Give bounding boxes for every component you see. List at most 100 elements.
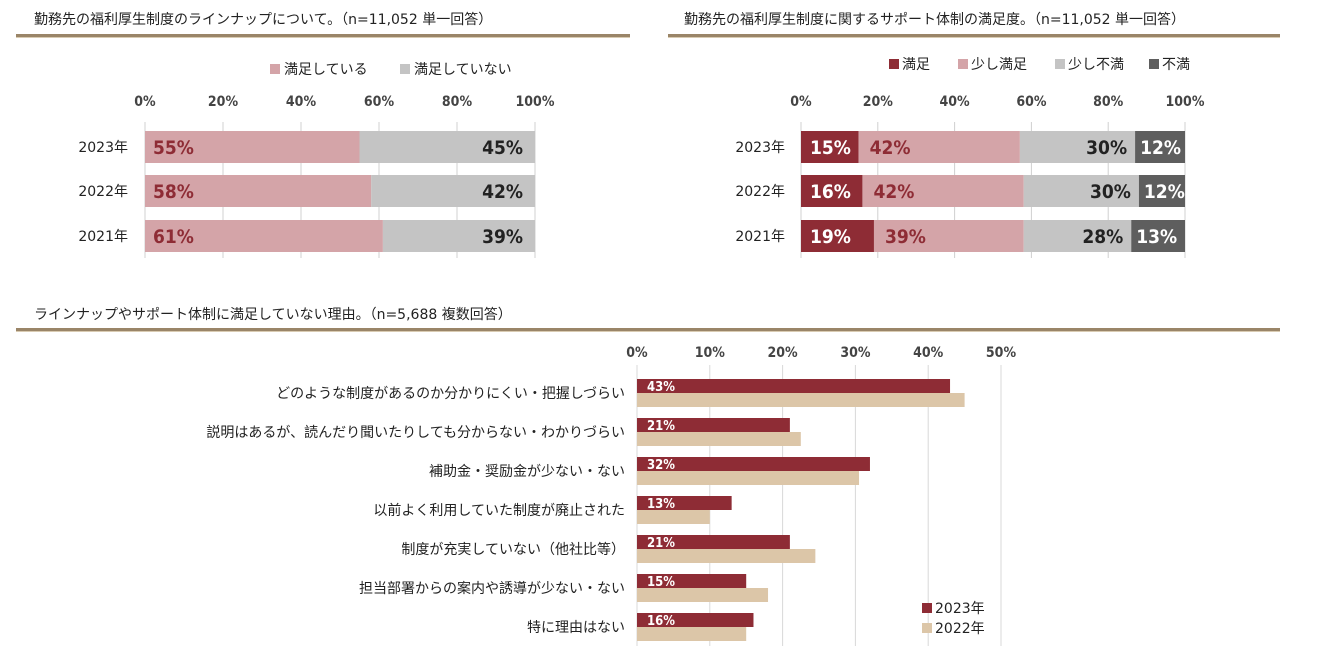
reasons-bar-2023 (637, 574, 747, 588)
support-legend-label: 少し満足 (971, 57, 1027, 73)
lineup-value-label: 58% (153, 181, 194, 203)
support-bar-segment (858, 131, 1020, 163)
reasons-tick-label: 10% (695, 345, 726, 361)
lineup-value-label: 39% (482, 226, 523, 248)
lineup-bar-unsatisfied (382, 220, 535, 252)
reasons-value-label: 16% (647, 614, 675, 629)
support-value-label: 39% (885, 226, 926, 248)
reasons-bar-2022 (637, 393, 965, 407)
reasons-value-label: 32% (647, 458, 675, 473)
reasons-bar-2023 (637, 613, 754, 627)
chart2-title-rule (668, 34, 1280, 38)
reasons-bar-2022 (637, 432, 801, 446)
reasons-legend-label: 2023年 (935, 601, 985, 617)
lineup-tick-label: 80% (442, 94, 473, 110)
support-legend-label: 不満 (1162, 57, 1190, 73)
support-bar-segment (1131, 220, 1185, 252)
support-bar-segment (1023, 220, 1132, 252)
reasons-bar-2023 (637, 379, 951, 393)
reasons-tick-label: 40% (913, 345, 944, 361)
support-bar-segment (1023, 175, 1139, 207)
reasons-tick-label: 50% (986, 345, 1017, 361)
support-value-label: 28% (1082, 226, 1123, 248)
reasons-bar-2022 (637, 588, 769, 602)
support-bar-segment (1138, 175, 1185, 207)
lineup-bar-unsatisfied (371, 175, 535, 207)
support-tick-label: 0% (790, 94, 812, 110)
support-value-label: 16% (810, 181, 851, 203)
support-bar-segment (1135, 131, 1185, 163)
reasons-tick-label: 30% (840, 345, 871, 361)
lineup-tick-label: 0% (134, 94, 156, 110)
lineup-legend-swatch (400, 64, 410, 74)
reasons-bar-2022 (637, 471, 860, 485)
support-value-label: 13% (1136, 226, 1177, 248)
lineup-bar-satisfied (145, 175, 372, 207)
support-value-label: 30% (1086, 137, 1127, 159)
support-value-label: 42% (873, 181, 914, 203)
lineup-category-label: 2022年 (78, 184, 128, 200)
lineup-bar-satisfied (145, 220, 383, 252)
lineup-value-label: 42% (482, 181, 523, 203)
support-legend-label: 少し不満 (1068, 57, 1124, 73)
support-value-label: 12% (1144, 181, 1185, 203)
reasons-tick-label: 0% (626, 345, 648, 361)
support-category-label: 2021年 (735, 229, 785, 245)
support-value-label: 30% (1090, 181, 1131, 203)
lineup-legend-label: 満足していない (414, 62, 512, 78)
reasons-category-label: 特に理由はない (527, 620, 625, 636)
reasons-bar-2023 (637, 457, 870, 471)
support-tick-label: 40% (940, 94, 971, 110)
lineup-tick-label: 100% (516, 94, 555, 110)
reasons-legend-swatch (922, 603, 932, 613)
reasons-bar-2022 (637, 627, 747, 641)
support-legend-swatch (1055, 59, 1065, 69)
reasons-legend-swatch (922, 623, 932, 633)
support-category-label: 2022年 (735, 184, 785, 200)
support-legend-swatch (1149, 59, 1159, 69)
lineup-value-label: 55% (153, 137, 194, 159)
reasons-legend-label: 2022年 (935, 621, 985, 637)
support-value-label: 19% (810, 226, 851, 248)
support-tick-label: 80% (1093, 94, 1124, 110)
reasons-tick-label: 20% (768, 345, 799, 361)
lineup-value-label: 61% (153, 226, 194, 248)
support-bar-segment (1019, 131, 1136, 163)
reasons-value-label: 21% (647, 536, 675, 551)
reasons-bar-2023 (637, 418, 790, 432)
lineup-category-label: 2021年 (78, 229, 128, 245)
chart3-title: ラインナップやサポート体制に満足していない理由。（n=5,688 複数回答） (34, 307, 512, 323)
lineup-value-label: 45% (482, 137, 523, 159)
support-bar-segment (801, 131, 859, 163)
support-value-label: 12% (1140, 137, 1181, 159)
reasons-bar-2022 (637, 510, 710, 524)
support-tick-label: 60% (1016, 94, 1047, 110)
support-tick-label: 20% (863, 94, 894, 110)
chart3-title-rule (16, 328, 1280, 332)
chart1-title-rule (16, 34, 630, 38)
lineup-bar-satisfied (145, 131, 360, 163)
lineup-legend-swatch (270, 64, 280, 74)
lineup-legend-label: 満足している (284, 62, 368, 78)
support-bar-segment (873, 220, 1024, 252)
reasons-value-label: 21% (647, 419, 675, 434)
lineup-category-label: 2023年 (78, 140, 128, 156)
support-legend-label: 満足 (902, 57, 930, 73)
reasons-bar-2023 (637, 535, 790, 549)
reasons-value-label: 43% (647, 380, 675, 395)
reasons-value-label: 15% (647, 575, 675, 590)
lineup-tick-label: 20% (208, 94, 239, 110)
support-bar-segment (801, 175, 863, 207)
support-bar-segment (801, 220, 874, 252)
support-value-label: 42% (870, 137, 911, 159)
reasons-category-label: 担当部署からの案内や誘導が少ない・ない (359, 580, 625, 597)
chart2-title: 勤務先の福利厚生制度に関するサポート体制の満足度。（n=11,052 単一回答） (684, 12, 1186, 28)
support-tick-label: 100% (1166, 94, 1205, 110)
reasons-bar-2022 (637, 549, 816, 563)
reasons-category-label: 補助金・奨励金が少ない・ない (429, 464, 625, 480)
support-bar-segment (862, 175, 1024, 207)
chart1-title: 勤務先の福利厚生制度のラインナップについて。（n=11,052 単一回答） (34, 12, 493, 28)
reasons-bar-2023 (637, 496, 732, 510)
reasons-category-label: 説明はあるが、読んだり聞いたりしても分からない・わかりづらい (206, 424, 625, 441)
